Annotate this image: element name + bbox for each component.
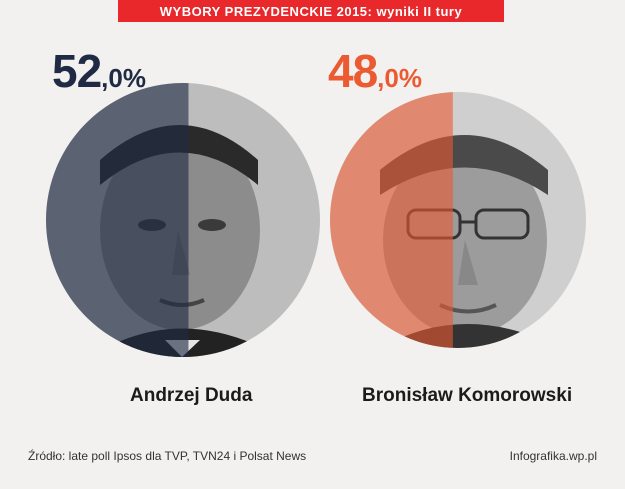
duda-name: Andrzej Duda — [130, 385, 253, 406]
chart-title-banner: WYBORY PREZYDENCKIE 2015: wyniki II tury — [118, 0, 504, 22]
duda-share-overlay — [46, 83, 189, 357]
share-segment-komorowski — [330, 92, 453, 348]
source-note: Źródło: late poll Ipsos dla TVP, TVN24 i… — [28, 449, 307, 463]
duda-percent-label: 52,0% — [52, 45, 146, 97]
komorowski-name: Bronisław Komorowski — [362, 385, 573, 406]
credit-link[interactable]: Infografika.wp.pl — [509, 449, 597, 463]
komorowski-percent-label: 48,0% — [328, 45, 422, 97]
share-segment-duda — [46, 83, 189, 357]
komorowski-share-overlay — [330, 92, 453, 348]
